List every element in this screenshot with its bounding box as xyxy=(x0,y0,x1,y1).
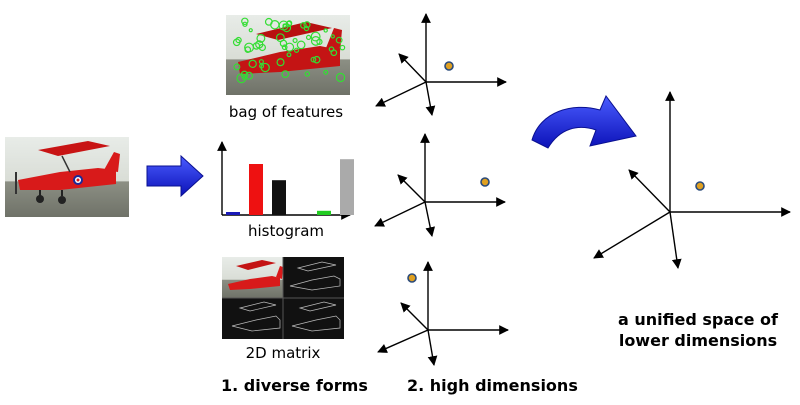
keypoint-marker xyxy=(305,34,312,41)
keypoint-marker xyxy=(248,28,253,33)
histogram-bar xyxy=(340,159,354,215)
keypoint-marker xyxy=(310,36,321,46)
axes-unified xyxy=(593,91,791,269)
keypoint-marker xyxy=(303,21,311,29)
feature-points-photo xyxy=(226,15,350,95)
data-point xyxy=(480,177,490,187)
axes-middle xyxy=(374,133,506,237)
keypoint-marker xyxy=(284,42,295,52)
keypoint-marker xyxy=(241,17,249,26)
histogram-bar xyxy=(249,164,263,215)
keypoint-marker xyxy=(244,71,254,80)
keypoint-marker xyxy=(233,63,241,71)
keypoint-marker xyxy=(281,44,288,51)
data-point xyxy=(407,273,417,283)
keypoint-marker xyxy=(330,34,335,39)
keypoint-marker xyxy=(242,21,248,27)
keypoint-marker xyxy=(323,69,329,75)
axes-top xyxy=(375,13,507,116)
unified-space-label-line2: lower dimensions xyxy=(619,331,777,350)
histogram-bar xyxy=(272,180,286,215)
keypoint-marker xyxy=(339,44,346,51)
curved-arrow-icon xyxy=(531,95,637,149)
keypoint-marker xyxy=(241,74,248,81)
keypoint-marker xyxy=(235,36,242,44)
keypoint-marker xyxy=(335,72,346,83)
keypoint-marker xyxy=(310,56,317,63)
data-point xyxy=(444,61,454,71)
keypoint-marker xyxy=(264,17,273,26)
data-point xyxy=(695,181,705,191)
keypoint-marker xyxy=(296,40,306,50)
keypoint-marker xyxy=(244,46,252,53)
histogram-chart xyxy=(217,141,354,220)
axes-bottom xyxy=(377,261,509,366)
keypoint-marker xyxy=(255,40,264,49)
keypoint-marker xyxy=(292,37,298,44)
histogram-bar xyxy=(226,212,240,215)
keypoint-marker xyxy=(300,22,307,29)
keypoint-marker xyxy=(232,38,241,47)
keypoint-marker xyxy=(335,36,343,44)
right-arrow-icon xyxy=(146,154,204,198)
keypoint-marker xyxy=(323,28,328,33)
keypoint-marker xyxy=(304,71,311,77)
keypoint-marker xyxy=(281,70,290,78)
unified-space-label-line1: a unified space of xyxy=(618,310,779,329)
keypoint-marker xyxy=(248,59,257,69)
histogram-label: histogram xyxy=(248,222,324,240)
diverse-forms-label: 1. diverse forms xyxy=(221,376,368,395)
keypoint-marker xyxy=(293,47,300,53)
keypoint-marker xyxy=(260,62,270,73)
bag-of-features-label: bag of features xyxy=(229,103,343,121)
keypoint-marker xyxy=(285,20,292,28)
matrix-photo xyxy=(222,257,344,339)
keypoint-marker xyxy=(312,55,321,64)
keypoint-marker xyxy=(310,31,321,42)
keypoint-marker xyxy=(240,70,249,79)
keypoint-marker xyxy=(330,49,338,57)
keypoint-marker xyxy=(279,39,288,48)
keypoint-marker xyxy=(256,33,266,43)
keypoint-marker xyxy=(276,58,285,67)
high-dimensions-label: 2. high dimensions xyxy=(407,376,578,395)
keypoint-marker xyxy=(286,52,292,58)
matrix-2d-label: 2D matrix xyxy=(246,344,321,362)
histogram-bar xyxy=(317,210,331,215)
airplane-photo xyxy=(5,137,129,217)
